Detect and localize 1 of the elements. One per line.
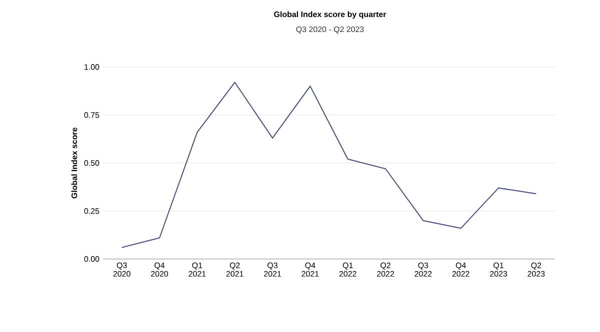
line-series xyxy=(121,82,537,248)
